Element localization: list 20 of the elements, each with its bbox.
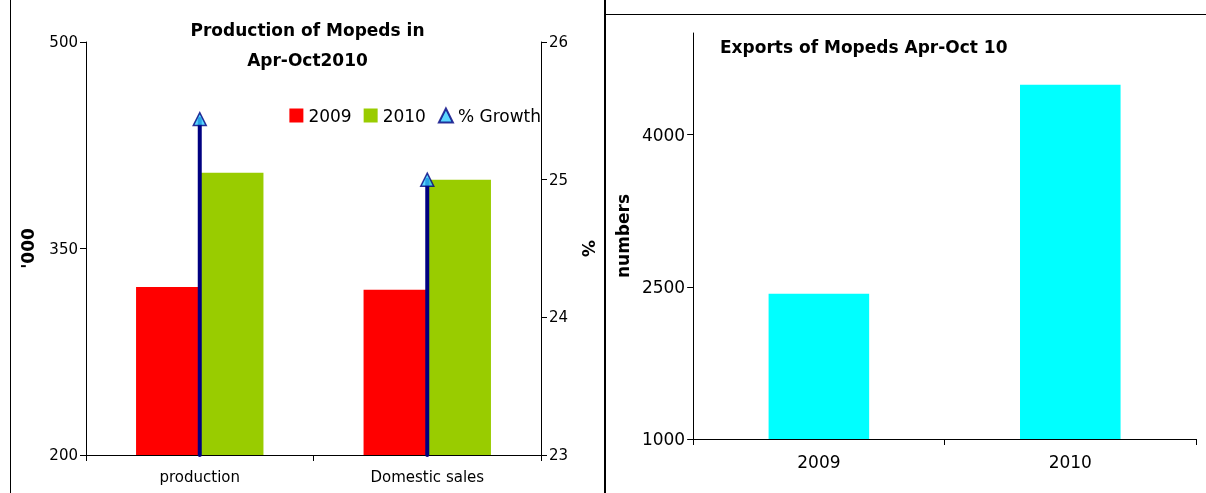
y-tick-label: 350 bbox=[49, 239, 78, 258]
x-tick-label: Domestic sales bbox=[370, 467, 485, 486]
y-tick-label: 2500 bbox=[641, 276, 686, 297]
legend-label: 2010 bbox=[382, 105, 426, 126]
y-axis-title: '000 bbox=[17, 227, 38, 269]
y2-tick-label: 26 bbox=[549, 33, 569, 51]
y2-tick-label: 24 bbox=[549, 308, 569, 327]
chart-title: Production of Mopeds in Apr-Oct2010 bbox=[190, 20, 425, 70]
chart-title: Exports of Mopeds Apr-Oct 10 bbox=[720, 37, 1008, 57]
y2-tick-label: 25 bbox=[549, 170, 569, 189]
legend-label: % Growth bbox=[457, 105, 541, 126]
y-tick-label: 1000 bbox=[641, 429, 686, 449]
legend-label: 2009 bbox=[308, 105, 352, 126]
y-tick-label: 200 bbox=[49, 446, 78, 464]
y-tick-label: 4000 bbox=[641, 124, 686, 145]
x-tick-label: production bbox=[159, 467, 241, 486]
y-tick-label: 500 bbox=[49, 33, 78, 51]
y2-tick-label: 23 bbox=[549, 446, 569, 464]
y-axis-title: numbers bbox=[612, 193, 633, 279]
y2-axis-title: % bbox=[577, 239, 598, 258]
